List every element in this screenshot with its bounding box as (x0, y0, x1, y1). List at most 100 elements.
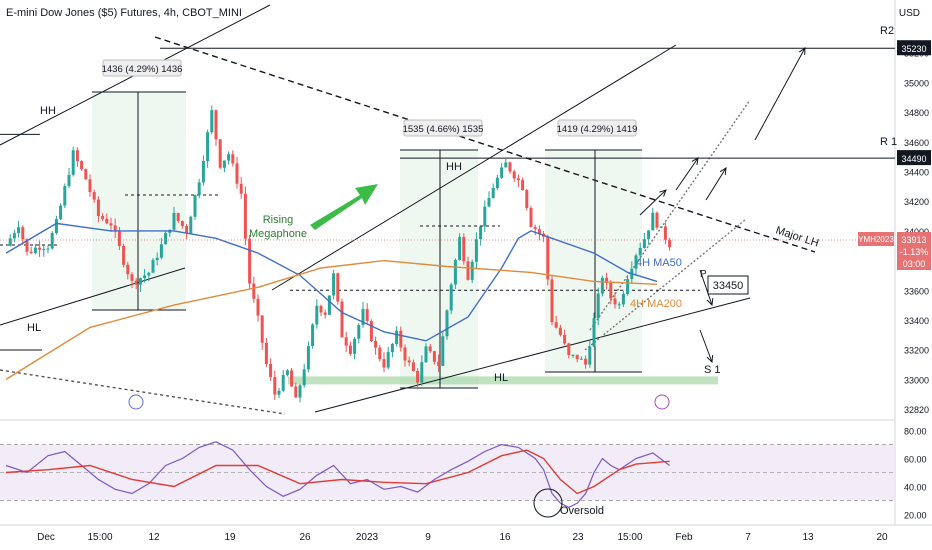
candle-body (130, 274, 134, 281)
candle-body (441, 336, 445, 366)
megaphone-label-2: Megaphone (249, 228, 307, 240)
candle-body (281, 374, 285, 391)
ma50-label: 4H MA50 (636, 257, 682, 269)
candle-body (348, 345, 352, 354)
candle-body (117, 231, 121, 246)
candle-body (537, 229, 541, 234)
range-label-box (557, 119, 637, 137)
candle-body (554, 322, 558, 328)
candle-body (239, 183, 243, 194)
candle-body (21, 227, 25, 240)
candle-body (432, 351, 436, 362)
trend-line (0, 369, 286, 415)
rsi-tick-label: 40.00 (904, 482, 927, 492)
ma200-line (5, 259, 658, 380)
candle-body (285, 370, 289, 375)
pivot-p-label: P (700, 269, 707, 280)
candle-body (306, 346, 310, 370)
candle-body (29, 251, 33, 254)
candle-body (143, 275, 147, 279)
candle-body (558, 327, 562, 335)
r1-price-text: 34490 (901, 154, 926, 164)
range-label-box (102, 59, 182, 77)
candle-body (390, 343, 394, 353)
support-zone (288, 376, 718, 385)
candle-body (495, 177, 499, 189)
candle-body (600, 277, 604, 294)
range-label-text: 1436 (4.29%) 1436 (102, 64, 183, 75)
candle-body (151, 260, 155, 273)
candle-body (71, 150, 75, 175)
candle-body (420, 362, 424, 383)
range-label-text: 1535 (4.66%) 1535 (403, 124, 484, 135)
projection-arrow (699, 269, 713, 306)
candle-body (315, 305, 319, 325)
candle-body (185, 226, 189, 234)
r2-price-text: 35230 (901, 44, 926, 54)
hl-left-label: HL (27, 322, 41, 334)
candle-body (399, 330, 403, 348)
trend-line (0, 267, 186, 326)
time-tick-label: 2023 (356, 532, 379, 543)
price-tick-label: 34400 (904, 167, 929, 177)
candle-body (218, 139, 222, 168)
candle-body (260, 315, 264, 343)
candle-body (508, 162, 512, 172)
candle-body (243, 193, 247, 239)
arrow-head-icon (706, 297, 714, 307)
range-box (400, 150, 478, 388)
candle-body (231, 154, 235, 164)
candle-body (159, 244, 163, 258)
price-tick-label: 34000 (904, 227, 929, 237)
candle-body (617, 304, 621, 306)
candle-body (46, 248, 50, 250)
candle-body (424, 346, 428, 363)
candle-body (428, 346, 432, 352)
candle-body (525, 189, 529, 209)
candle-body (327, 295, 331, 315)
candle-body (92, 192, 96, 200)
candle-body (647, 230, 651, 240)
candle-body (479, 226, 483, 240)
candle-body (88, 179, 92, 193)
current-price-badge (897, 232, 931, 270)
candle-body (651, 212, 655, 231)
time-tick-label: Feb (675, 532, 693, 543)
r2-label: R2 (880, 25, 894, 37)
candle-body (33, 247, 37, 254)
candle-body (470, 261, 474, 280)
candle-body (12, 233, 16, 239)
candle-body (386, 352, 390, 368)
candle-body (357, 324, 361, 339)
candle-body (311, 324, 315, 347)
time-tick-label: 19 (224, 532, 236, 543)
candle-body (277, 390, 281, 395)
rsi-ma-line (5, 449, 670, 495)
lightning-icon (654, 394, 670, 410)
hh-mid-label: HH (446, 161, 462, 173)
candle-body (50, 233, 54, 249)
time-tick-label: Dec (37, 532, 55, 543)
candle-body (369, 320, 373, 341)
candle-body (344, 337, 348, 346)
trend-line (154, 36, 816, 253)
candle-body (340, 301, 344, 338)
candle-body (155, 257, 159, 261)
candle-body (529, 208, 533, 227)
arrow-head-icon (659, 189, 667, 197)
rsi-tick-label: 80.00 (904, 427, 927, 437)
candle-body (67, 174, 71, 187)
candle-body (575, 354, 579, 360)
candle-body (59, 205, 63, 220)
candle-body (210, 110, 214, 133)
candle-body (592, 318, 596, 347)
candle-body (134, 280, 138, 285)
candle-body (290, 370, 294, 387)
time-tick-label: 7 (745, 532, 751, 543)
time-tick-label: 20 (876, 532, 888, 543)
range-label-box (403, 119, 483, 137)
candle-body (453, 259, 457, 285)
candle-body (483, 206, 487, 227)
candle-body (663, 226, 667, 240)
